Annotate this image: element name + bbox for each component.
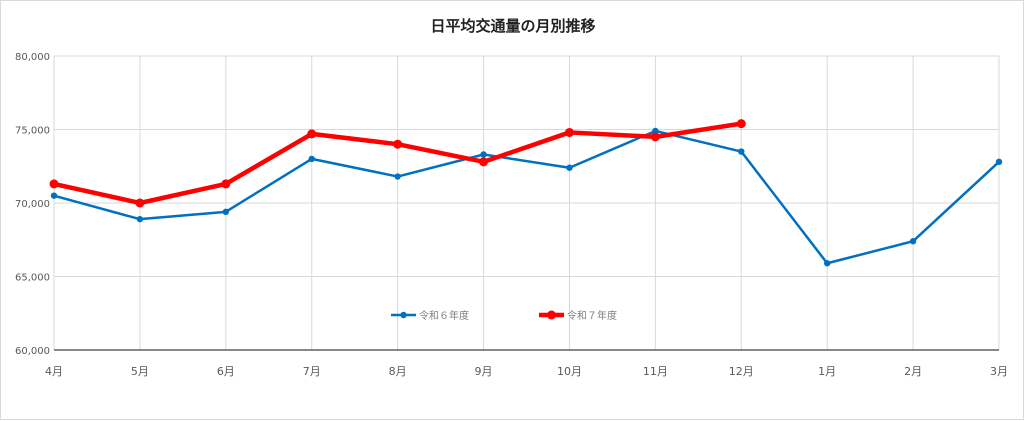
x-tick-label: 10月 [557,365,582,378]
x-tick-label: 9月 [475,365,493,378]
x-tick-label: 7月 [303,365,321,378]
data-point [308,155,315,163]
data-point [909,238,917,245]
data-point [222,208,230,216]
data-point [736,119,746,129]
legend-swatch-marker [400,311,407,319]
y-tick-label: 60,000 [15,346,50,357]
data-point [136,215,144,223]
y-tick-label: 65,000 [15,273,50,284]
data-point [49,179,59,189]
legend-swatch-marker [547,310,556,320]
data-point [50,192,58,199]
data-point [823,260,831,267]
chart-title: 日平均交通量の月別推移 [430,17,595,35]
series-line-0 [53,129,1000,265]
data-point [564,127,574,137]
data-point [307,129,317,139]
x-tick-label: 1月 [818,365,836,378]
data-point [480,151,487,158]
data-point [221,179,231,189]
data-point [652,127,659,135]
y-tick-label: 80,000 [15,52,50,63]
data-point [393,139,403,149]
data-point [135,198,145,208]
x-tick-label: 8月 [389,365,407,378]
legend-label: 令和７年度 [567,309,617,322]
x-tick-label: 6月 [217,365,235,378]
data-point [479,157,489,167]
y-tick-label: 70,000 [15,199,50,210]
data-point [566,164,573,171]
x-tick-label: 12月 [729,365,754,378]
legend-label: 令和６年度 [419,309,469,322]
x-tick-label: 4月 [45,365,63,378]
x-tick-label: 2月 [904,365,922,378]
data-point [738,148,745,155]
data-point [995,158,1003,166]
x-tick-label: 5月 [131,365,149,378]
data-point [650,132,660,142]
x-tick-label: 3月 [990,365,1008,378]
x-tick-label: 11月 [643,365,668,378]
data-point [394,173,401,180]
y-tick-label: 75,000 [15,126,50,137]
